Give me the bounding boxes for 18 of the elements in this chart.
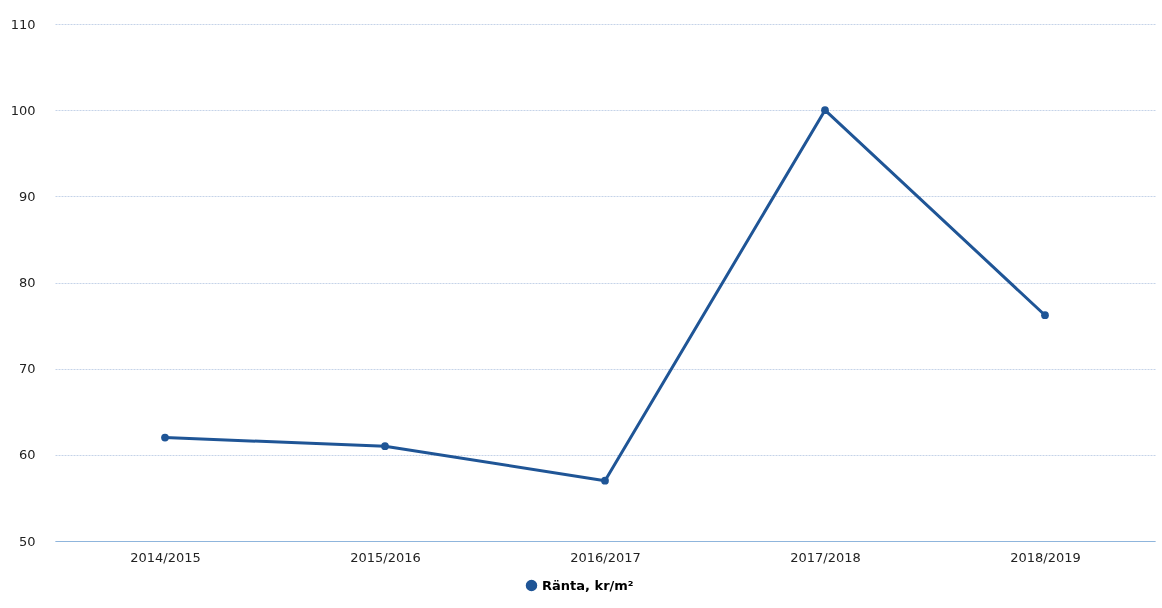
- point: [381, 442, 389, 451]
- x-tick-label: 2014/2015: [130, 549, 201, 565]
- y-tick-label: 80: [18, 275, 36, 290]
- y-tick-label: 50: [18, 533, 36, 549]
- y-tick-label: 70: [18, 361, 36, 377]
- x-tick-label: 2016/2017: [570, 549, 641, 565]
- x-tick-label: 2018/2019: [1010, 549, 1081, 565]
- point: [161, 433, 169, 442]
- y-tick-label: 100: [10, 102, 36, 118]
- y-tick-label: 60: [18, 447, 36, 463]
- legend-label: Ränta, kr/m²: [542, 577, 634, 593]
- y-tick-label: 110: [10, 16, 36, 32]
- point: [821, 106, 829, 115]
- x-tick-label: 2015/2016: [350, 549, 421, 565]
- point: [1041, 311, 1049, 320]
- point: [601, 476, 609, 485]
- y-tick-label: 90: [18, 188, 36, 204]
- x-tick-label: 2017/2018: [790, 549, 861, 565]
